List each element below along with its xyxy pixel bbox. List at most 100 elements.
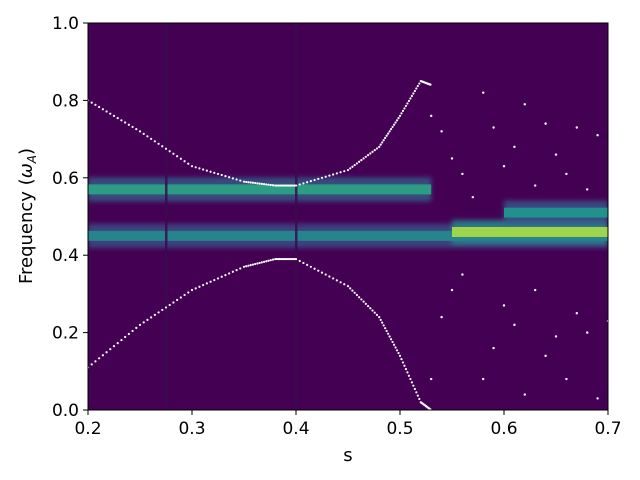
lower-continuum-point [403, 364, 406, 367]
upper-continuum-point [258, 182, 261, 185]
scatter-point [502, 304, 506, 307]
lower-continuum-point [161, 308, 164, 312]
upper-continuum-point [343, 170, 346, 173]
upper-continuum-point [358, 160, 361, 163]
lower-continuum-point [375, 313, 379, 317]
y-tick-label: 0.4 [52, 246, 79, 266]
lower-continuum-point [388, 335, 391, 338]
upper-continuum-point [168, 150, 171, 153]
upper-continuum-point [388, 130, 391, 133]
seam-line [295, 23, 298, 410]
y-axis-ticks: 0.0 0.2 0.4 0.6 0.8 1.0 [52, 14, 88, 421]
upper-continuum-point [260, 182, 263, 185]
upper-continuum-point [349, 167, 352, 170]
lower-continuum-point [407, 374, 411, 377]
lower-continuum-point [332, 277, 335, 280]
lower-continuum-point [247, 264, 250, 267]
upper-continuum-point [251, 181, 255, 184]
lower-continuum-point [381, 321, 384, 324]
lower-continuum-point [254, 262, 257, 266]
upper-continuum-point [353, 163, 356, 167]
lower-continuum-point [353, 291, 356, 294]
x-axis-label: s [343, 445, 352, 466]
lower-continuum-point [127, 332, 130, 336]
lower-continuum-point [410, 381, 413, 384]
lower-continuum-point [371, 309, 374, 312]
plot-area [87, 22, 609, 411]
lower-continuum-point [209, 280, 212, 283]
upper-continuum-point [415, 87, 418, 90]
scatter-point [596, 397, 599, 400]
scatter-point [534, 184, 537, 187]
x-tick-label: 0.4 [282, 419, 309, 439]
lower-continuum-point [406, 371, 409, 374]
upper-continuum-point [109, 112, 112, 115]
lower-continuum-point [364, 302, 367, 305]
lower-continuum-point [98, 357, 101, 360]
scatter-point [586, 188, 589, 191]
upper-continuum-point [247, 181, 250, 184]
upper-continuum-point [385, 134, 388, 137]
upper-continuum-point [395, 119, 399, 122]
scatter-point [440, 315, 443, 319]
scatter-point [523, 393, 526, 396]
band [504, 207, 608, 218]
x-axis-ticks: 0.2 0.3 0.4 0.5 0.6 0.7 [74, 410, 622, 439]
lower-continuum-point [258, 261, 261, 265]
seam-line [165, 23, 168, 410]
lower-continuum-point [256, 262, 259, 265]
scatter-point [565, 377, 568, 381]
upper-continuum-point [127, 123, 130, 126]
lower-continuum-point [116, 342, 119, 345]
lower-continuum-point [202, 283, 205, 287]
lower-continuum-point [392, 343, 396, 346]
upper-continuum-point [116, 116, 119, 120]
lower-continuum-point [269, 259, 272, 262]
upper-continuum-point [176, 155, 179, 158]
lower-continuum-point [395, 349, 399, 352]
upper-continuum-point [271, 184, 275, 187]
lower-continuum-point [373, 311, 376, 314]
continuum-points [88, 79, 608, 410]
upper-continuum-point [404, 104, 408, 108]
upper-continuum-point [306, 181, 309, 184]
upper-continuum-point [403, 107, 406, 110]
lower-continuum-point [378, 316, 381, 319]
lower-continuum-point [179, 296, 182, 299]
band [452, 226, 608, 237]
upper-continuum-point [172, 152, 175, 155]
scatter-point [461, 172, 464, 176]
upper-continuum-point [362, 157, 365, 160]
upper-continuum-point [392, 123, 396, 126]
lower-continuum-point [205, 282, 208, 285]
upper-continuum-point [387, 132, 390, 135]
lower-continuum-point [194, 287, 197, 290]
upper-continuum-point [142, 132, 145, 135]
lower-continuum-point [176, 298, 179, 302]
lower-continuum-point [413, 387, 416, 391]
lower-continuum-point [397, 351, 400, 355]
lower-continuum-point [135, 326, 138, 330]
upper-continuum-point [381, 141, 384, 144]
lower-continuum-point [349, 287, 352, 290]
lower-continuum-point [324, 273, 327, 276]
upper-continuum-point [254, 181, 257, 185]
lower-continuum-point [404, 367, 408, 371]
upper-continuum-point [389, 128, 393, 131]
x-tick-label: 0.6 [490, 419, 517, 439]
lower-continuum-point [355, 293, 359, 297]
scatter-point [492, 126, 495, 129]
lower-continuum-point [366, 304, 370, 308]
lower-continuum-point [362, 300, 365, 303]
lower-continuum-point [124, 335, 127, 339]
lower-continuum-point [90, 363, 93, 366]
lower-continuum-point [309, 265, 312, 268]
scatter-point [450, 157, 454, 160]
scatter-point [430, 377, 433, 381]
upper-continuum-point [267, 183, 270, 186]
upper-continuum-point [328, 174, 331, 177]
lower-continuum-point [346, 285, 350, 288]
lower-continuum-point [343, 283, 346, 286]
upper-continuum-point [101, 108, 104, 111]
lower-continuum-point [384, 327, 387, 330]
